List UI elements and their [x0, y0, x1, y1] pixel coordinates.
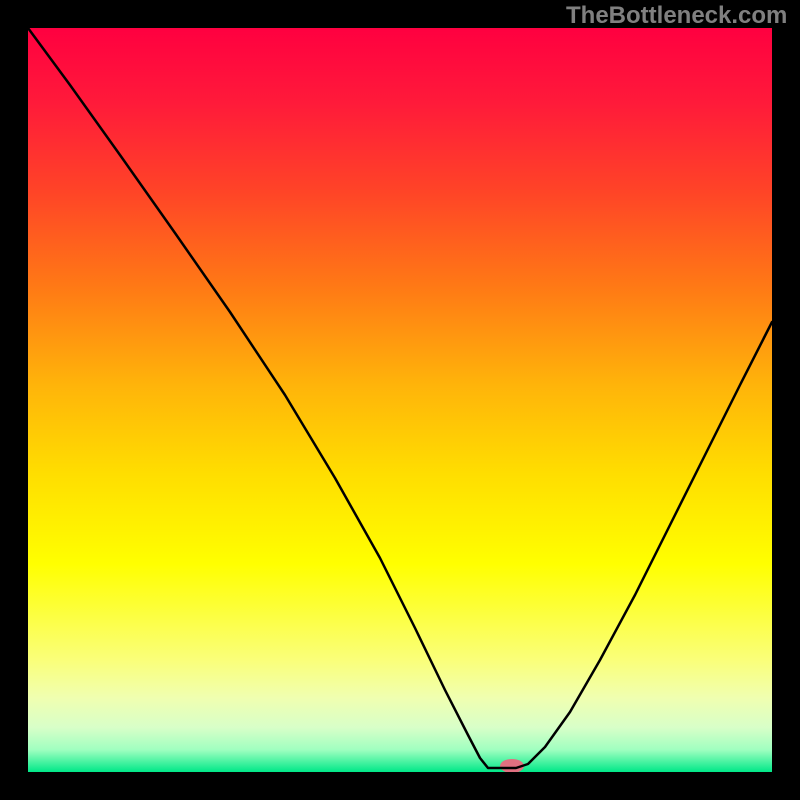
chart-container: TheBottleneck.com — [0, 0, 800, 800]
frame-right — [772, 0, 800, 800]
plot-background — [28, 28, 772, 772]
frame-left — [0, 0, 28, 800]
watermark-text: TheBottleneck.com — [566, 2, 787, 30]
chart-svg — [0, 0, 800, 800]
frame-bottom — [0, 772, 800, 800]
